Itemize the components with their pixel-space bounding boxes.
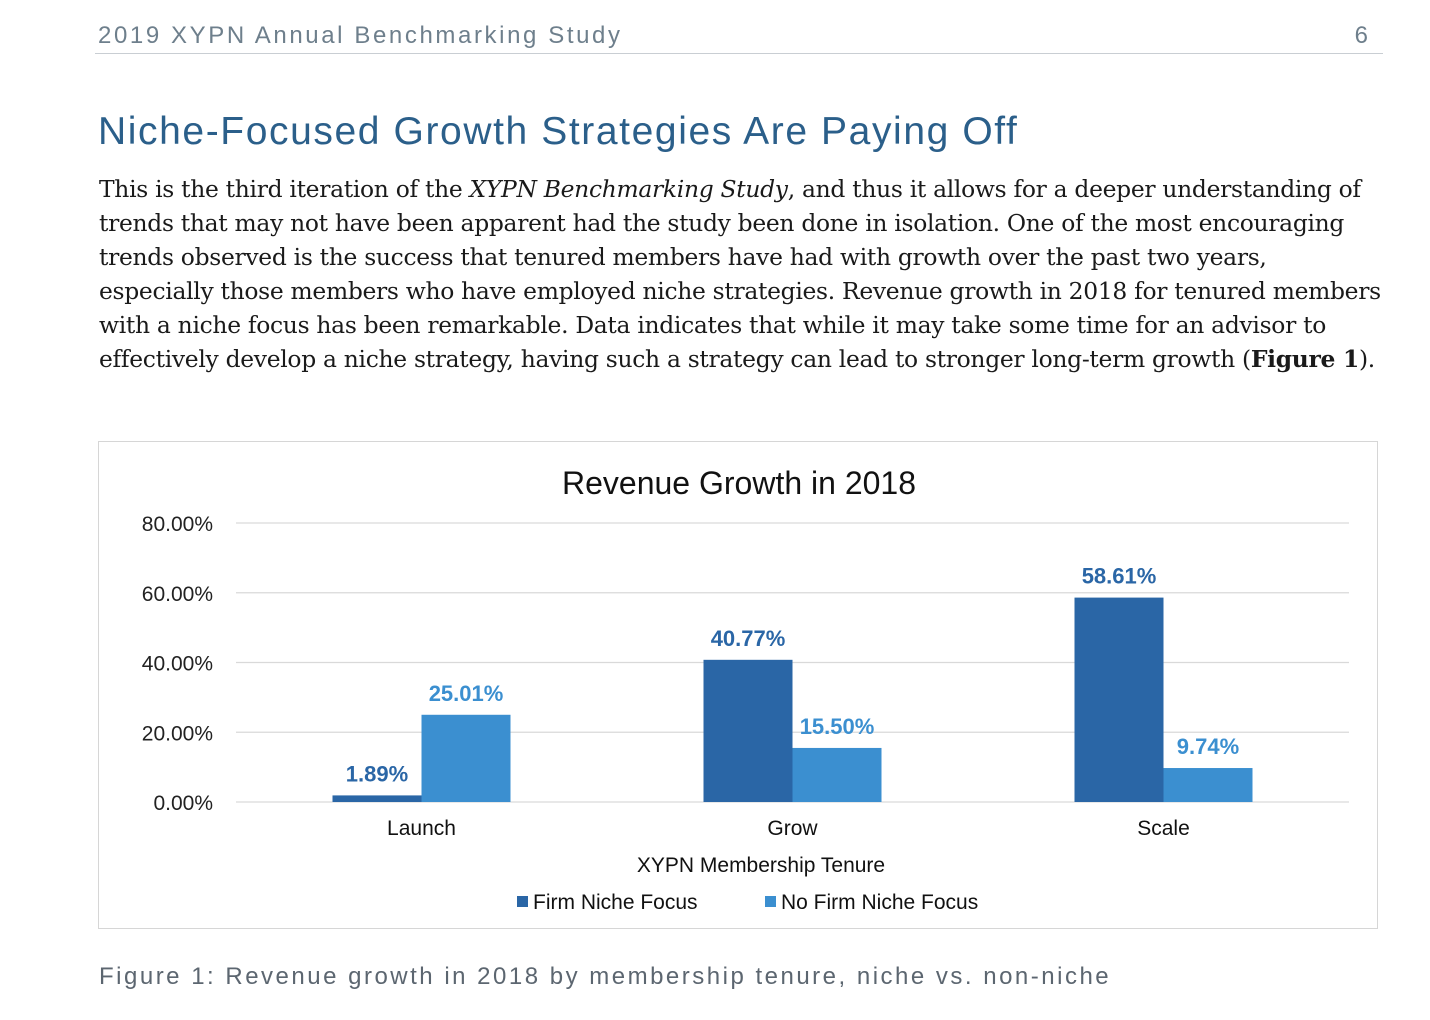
data-label: 40.77% (711, 626, 786, 651)
data-label: 58.61% (1082, 564, 1157, 589)
figure-caption: Figure 1: Revenue growth in 2018 by memb… (99, 963, 1112, 990)
page-number: 6 (1354, 22, 1368, 49)
legend-label: No Firm Niche Focus (781, 891, 978, 914)
y-tick-label: 40.00% (142, 653, 213, 676)
figure-reference: Figure 1 (1250, 345, 1359, 373)
y-tick-label: 80.00% (142, 513, 213, 536)
study-name: XYPN Benchmarking Study (469, 175, 789, 203)
x-tick-label: Grow (767, 817, 818, 840)
chart-container: Revenue Growth in 2018 0.00% 20.00% 40.00% 6… (98, 441, 1378, 929)
paragraph-text-1: This is the third iteration of the (99, 175, 470, 203)
chart-title: Revenue Growth in 2018 (562, 465, 916, 501)
legend-swatch (517, 896, 528, 907)
bar (1074, 597, 1164, 802)
legend-swatch (765, 896, 776, 907)
data-label: 9.74% (1177, 734, 1239, 759)
data-label: 1.89% (346, 761, 408, 786)
bar (332, 795, 422, 802)
body-paragraph: This is the third iteration of the XYPN … (99, 172, 1384, 376)
bar (1163, 768, 1253, 802)
legend-label: Firm Niche Focus (533, 891, 698, 914)
header-divider (95, 53, 1383, 54)
y-tick-label: 20.00% (142, 722, 213, 745)
revenue-growth-chart: Revenue Growth in 2018 0.00% 20.00% 40.00% 6… (142, 465, 1349, 914)
y-tick-label: 0.00% (153, 792, 213, 815)
header-title: 2019 XYPN Annual Benchmarking Study (98, 22, 623, 49)
bar (703, 659, 793, 802)
x-tick-label: Launch (387, 817, 456, 840)
section-heading: Niche-Focused Growth Strategies Are Payi… (98, 110, 1019, 153)
x-tick-label: Scale (1137, 817, 1190, 840)
paragraph-text-3: ). (1358, 345, 1375, 373)
bar (792, 747, 882, 802)
data-label: 15.50% (800, 714, 875, 739)
bar (421, 714, 511, 802)
y-tick-label: 60.00% (142, 583, 213, 606)
x-axis-label: XYPN Membership Tenure (637, 854, 885, 877)
data-label: 25.01% (429, 681, 504, 706)
paragraph-text-2: , and thus it allows for a deeper unders… (99, 175, 1381, 373)
